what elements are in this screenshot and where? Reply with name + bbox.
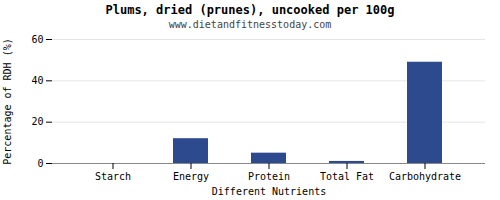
svg-text:Starch: Starch <box>95 171 131 182</box>
svg-text:Percentage of RDH (%): Percentage of RDH (%) <box>2 38 13 164</box>
svg-text:Total Fat: Total Fat <box>320 171 374 182</box>
svg-text:40: 40 <box>31 75 43 86</box>
svg-text:Different Nutrients: Different Nutrients <box>212 186 326 197</box>
html-text:www.dietandfitnesstoday.com: www.dietandfitnesstoday.com <box>168 19 332 30</box>
svg-text:60: 60 <box>31 34 43 45</box>
svg-text:0: 0 <box>37 158 43 169</box>
svg-text:Protein: Protein <box>248 171 290 182</box>
svg-text:20: 20 <box>31 116 43 127</box>
svg-text:Energy: Energy <box>173 171 209 182</box>
html-text:Plums, dried (prunes), uncooke: Plums, dried (prunes), uncooked per 100g <box>105 3 395 17</box>
svg-text:Carbohydrate: Carbohydrate <box>389 171 461 182</box>
